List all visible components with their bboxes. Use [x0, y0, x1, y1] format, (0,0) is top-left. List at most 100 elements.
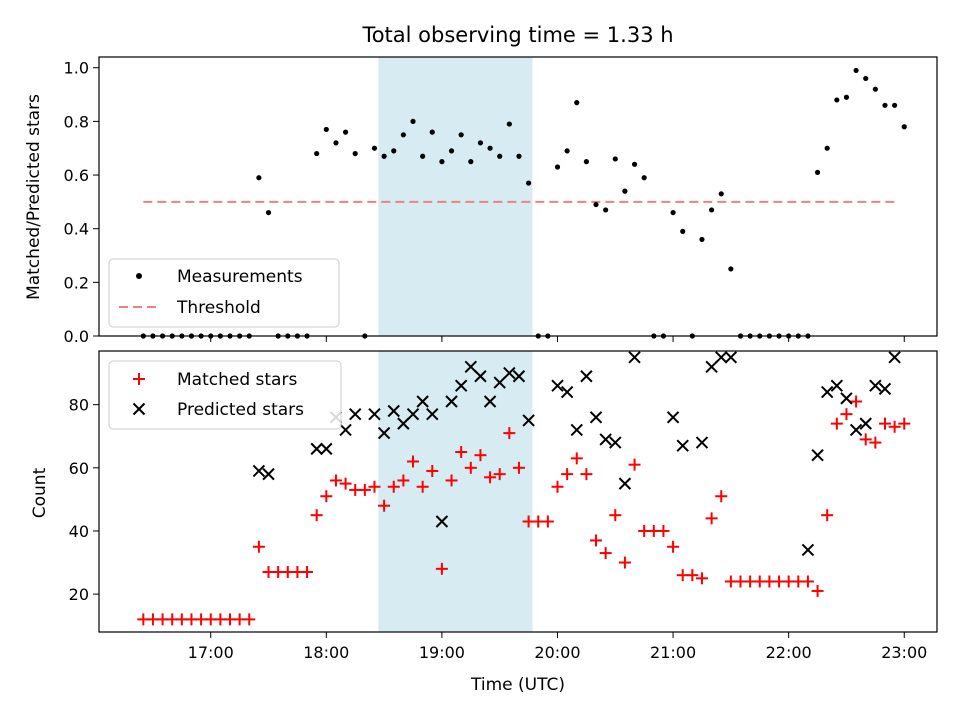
matched-star-marker	[898, 417, 911, 430]
measurement-point	[863, 75, 869, 82]
ratio-panel: 0.0 0.2 0.4 0.6 0.8 1.0 Matched/Predicted sta…	[24, 56, 938, 346]
ratio-plot-frame	[98, 56, 938, 337]
measurement-point	[256, 175, 262, 181]
matched-star-marker	[888, 420, 901, 433]
count-legend-box	[108, 360, 342, 430]
measurement-point	[506, 121, 512, 127]
measurement-point	[420, 153, 426, 159]
measurement-point	[882, 102, 888, 108]
predicted-star-marker	[676, 439, 689, 452]
predicted-star-marker	[801, 543, 815, 557]
matched-star-marker	[416, 480, 429, 493]
matched-star-marker	[493, 468, 506, 481]
matched-star-markers	[137, 395, 911, 626]
predicted-star-marker	[377, 426, 391, 440]
count-x-tick-label: 17:00	[188, 643, 234, 662]
measurement-point	[574, 100, 580, 106]
legend-matched-marker	[133, 373, 145, 385]
predicted-star-marker	[349, 407, 362, 421]
measurement-point	[593, 201, 599, 208]
predicted-star-marker	[493, 376, 506, 389]
measurement-point	[622, 188, 628, 194]
matched-star-marker	[368, 480, 381, 493]
predicted-star-marker	[628, 351, 641, 364]
measurement-point	[709, 207, 715, 213]
measurement-point	[458, 132, 464, 138]
measurement-point	[843, 94, 850, 100]
count-panel: 20 40 60 80 17:00 18:00 19:00 20:00 21:00 22:00 2…	[30, 350, 938, 695]
measurement-point	[631, 161, 638, 167]
predicted-star-marker	[522, 414, 535, 427]
predicted-star-marker	[551, 379, 564, 392]
count-x-axis: 17:00 18:00 19:00 20:00 21:00 22:00 23:00	[188, 632, 927, 662]
ratio-y-tick-label: 0.6	[64, 166, 89, 185]
matched-star-marker	[310, 509, 323, 522]
measurement-point	[333, 140, 339, 146]
matched-star-marker	[455, 446, 468, 459]
predicted-star-marker	[580, 370, 593, 383]
predicted-star-marker	[310, 442, 323, 456]
measurement-point	[641, 175, 647, 181]
measurement-point	[265, 209, 272, 216]
x-axis-label: Time (UTC)	[470, 675, 565, 695]
matched-star-marker	[715, 490, 728, 503]
predicted-star-marker	[695, 436, 709, 449]
legend-predicted-marker	[132, 402, 146, 416]
matched-star-marker	[551, 480, 564, 493]
matched-star-marker	[320, 490, 333, 503]
count-plot-frame	[98, 350, 938, 633]
measurement-point	[612, 156, 618, 162]
measurement-point	[448, 148, 455, 154]
predicted-star-marker	[849, 423, 863, 437]
count-y-label: Count	[30, 467, 50, 518]
predicted-star-marker	[483, 395, 497, 408]
matched-star-marker	[580, 468, 593, 481]
predicted-star-marker	[252, 464, 266, 478]
matched-star-marker	[705, 512, 718, 525]
matched-star-marker	[599, 547, 612, 560]
predicted-star-marker	[464, 360, 478, 373]
matched-star-marker	[339, 477, 352, 490]
predicted-star-marker	[368, 407, 381, 421]
predicted-star-marker	[830, 379, 844, 392]
measurement-point	[391, 148, 397, 154]
measurement-point	[487, 145, 493, 151]
predicted-star-markers	[252, 351, 901, 557]
matched-star-marker	[397, 474, 410, 487]
measurement-point	[901, 124, 907, 130]
predicted-star-marker	[406, 407, 420, 421]
measurement-point	[603, 207, 609, 213]
measurement-point	[728, 266, 734, 272]
predicted-star-marker	[560, 385, 574, 399]
count-x-tick-label: 18:00	[303, 643, 349, 662]
matched-star-marker	[301, 566, 314, 579]
ratio-legend-box	[108, 258, 340, 328]
predicted-star-marker	[320, 442, 333, 456]
ratio-y-tick-label: 0.8	[64, 112, 89, 131]
legend-predicted-label: Predicted stars	[177, 400, 304, 420]
measurement-point	[814, 169, 821, 175]
predicted-star-marker	[454, 379, 468, 392]
predicted-star-marker	[724, 351, 738, 364]
legend-measurements-label: Measurements	[177, 267, 303, 287]
legend-matched-label: Matched stars	[177, 370, 297, 390]
matched-star-marker	[561, 468, 574, 481]
ratio-legend: Measurements Threshold	[108, 258, 340, 328]
observing-window-shade-top	[378, 57, 533, 336]
matched-star-marker	[252, 540, 265, 553]
predicted-star-marker	[878, 382, 892, 396]
measurement-point	[824, 145, 830, 151]
matched-star-marker	[329, 474, 342, 487]
predicted-star-marker	[609, 436, 622, 449]
matched-star-marker	[435, 562, 448, 575]
matched-star-marker	[657, 524, 670, 537]
matched-star-marker	[541, 515, 554, 528]
matched-star-marker	[850, 395, 863, 408]
measurement-point	[429, 129, 435, 135]
predicted-star-marker	[435, 515, 449, 528]
measurement-point	[564, 148, 570, 154]
predicted-star-marker	[840, 392, 853, 405]
matched-star-marker	[695, 572, 708, 585]
count-y-tick-label: 40	[69, 522, 89, 541]
